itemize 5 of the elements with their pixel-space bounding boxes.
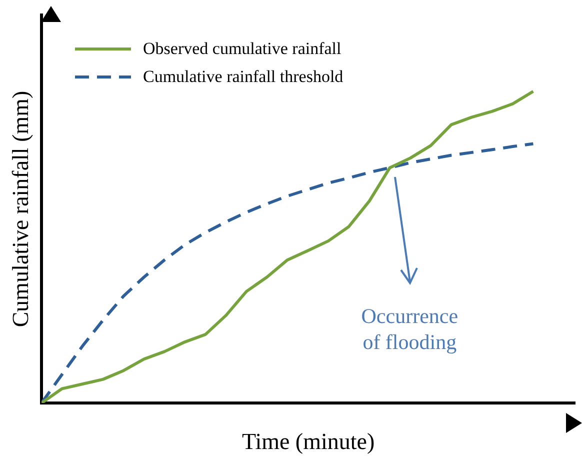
legend-label: Cumulative rainfall threshold: [143, 67, 344, 87]
x-axis-title: Time (minute): [242, 429, 375, 454]
annotation: Occurrence of flooding: [361, 304, 458, 354]
y-axis-title: Cumulative rainfall (mm): [8, 90, 33, 328]
legend-label: Observed cumulative rainfall: [143, 39, 342, 59]
